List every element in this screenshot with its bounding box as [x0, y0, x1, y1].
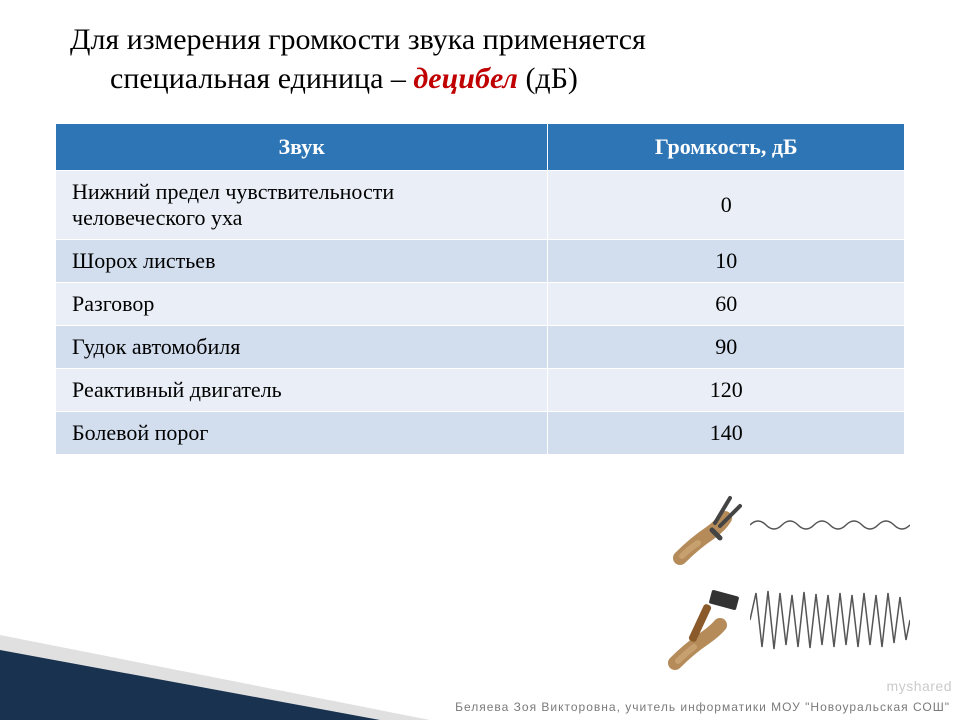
cell-loudness: 140 [548, 412, 905, 455]
cell-loudness: 10 [548, 240, 905, 283]
hammer-icon [660, 583, 750, 663]
cell-loudness: 0 [548, 171, 905, 240]
table-row: Реактивный двигатель120 [56, 369, 905, 412]
col-loudness: Громкость, дБ [548, 124, 905, 171]
footer-credit: Беляева Зоя Викторовна, учитель информат… [455, 700, 950, 714]
col-sound: Звук [56, 124, 548, 171]
cell-sound: Гудок автомобиля [56, 326, 548, 369]
cell-loudness: 90 [548, 326, 905, 369]
table-row: Гудок автомобиля90 [56, 326, 905, 369]
slide-title: Для измерения громкости звука применяетс… [0, 0, 960, 123]
illustration [660, 480, 920, 670]
loudness-table-wrap: Звук Громкость, дБ Нижний предел чувстви… [0, 123, 960, 455]
loudness-table: Звук Громкость, дБ Нижний предел чувстви… [55, 123, 905, 455]
wave-low [750, 495, 920, 560]
table-row: Болевой порог140 [56, 412, 905, 455]
title-line2: специальная единица – децибел (дБ) [70, 59, 900, 98]
watermark: myshared [887, 678, 952, 694]
title-highlight: децибел [413, 62, 518, 95]
cell-sound: Разговор [56, 283, 548, 326]
cell-sound: Шорох листьев [56, 240, 548, 283]
wave-high [750, 585, 920, 660]
cell-loudness: 120 [548, 369, 905, 412]
table-row: Нижний предел чувствительности человечес… [56, 171, 905, 240]
table-row: Шорох листьев10 [56, 240, 905, 283]
cell-loudness: 60 [548, 283, 905, 326]
tuning-fork-icon [660, 488, 750, 568]
table-row: Разговор60 [56, 283, 905, 326]
title-line1: Для измерения громкости звука применяетс… [70, 20, 900, 59]
cell-sound: Реактивный двигатель [56, 369, 548, 412]
cell-sound: Болевой порог [56, 412, 548, 455]
corner-triangle [0, 650, 380, 720]
cell-sound: Нижний предел чувствительности человечес… [56, 171, 548, 240]
